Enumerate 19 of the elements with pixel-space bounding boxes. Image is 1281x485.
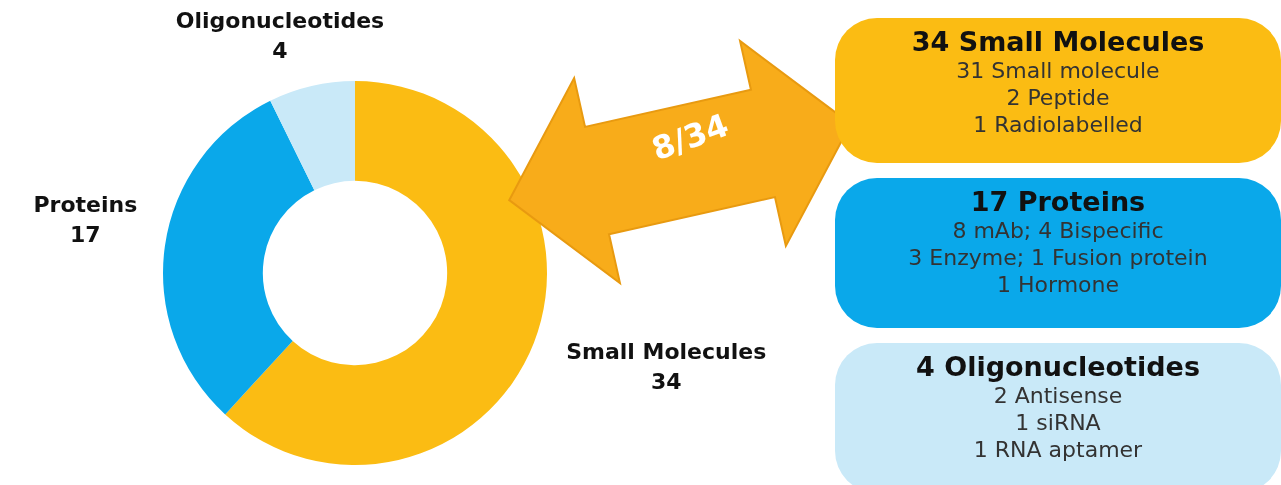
text: 2 Peptide — [1005, 84, 1111, 111]
text: 4 Oligonucleotides — [915, 351, 1201, 382]
text: 3 Enzyme; 1 Fusion protein — [907, 244, 1209, 271]
slice-label: Oligonucleotides — [175, 7, 385, 33]
text: 1 Radiolabelled — [972, 111, 1144, 138]
text: 1 siRNA — [1014, 409, 1102, 436]
text: 8 mAb; 4 Bispecific — [951, 217, 1165, 244]
data-label: 4 — [272, 37, 288, 63]
text: 1 Hormone — [996, 271, 1120, 298]
text: 17 Proteins — [969, 186, 1147, 217]
text: 2 Antisense — [992, 382, 1124, 409]
data-label: 34 — [650, 368, 682, 394]
text: 8/34 — [645, 104, 735, 171]
slice-label: Small Molecules — [566, 338, 767, 364]
data-label: 17 — [70, 221, 101, 247]
slice-label: Proteins — [33, 191, 138, 217]
text: 31 Small molecule — [955, 57, 1161, 84]
text: 1 RNA aptamer — [972, 436, 1144, 463]
text: 34 Small Molecules — [910, 26, 1206, 57]
